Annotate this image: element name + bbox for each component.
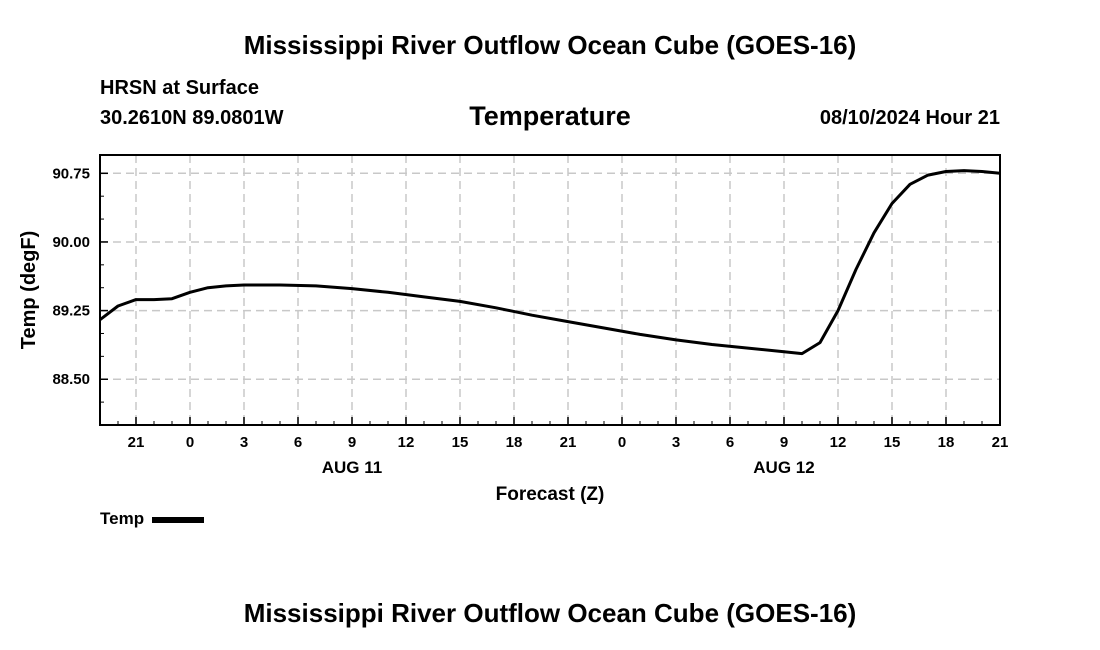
legend: Temp bbox=[100, 509, 205, 529]
y-tick-label: 90.00 bbox=[52, 234, 90, 251]
x-tick-label: 0 bbox=[186, 434, 194, 451]
plot-frame bbox=[99, 154, 1001, 426]
location-label: HRSN at Surface bbox=[100, 77, 259, 99]
chart-title: Temperature bbox=[469, 101, 631, 131]
y-axis-title: Temp (degF) bbox=[18, 231, 40, 350]
page-title-bottom: Mississippi River Outflow Ocean Cube (GO… bbox=[243, 598, 857, 628]
page-title: Mississippi River Outflow Ocean Cube (GO… bbox=[243, 30, 857, 60]
x-tick-label: 18 bbox=[506, 434, 523, 451]
x-tick-label: 9 bbox=[348, 434, 356, 451]
x-tick-label: 15 bbox=[452, 434, 469, 451]
x-tick-label: 21 bbox=[128, 434, 145, 451]
y-tick-label: 90.75 bbox=[52, 165, 90, 182]
temp-series-line bbox=[100, 169, 1000, 356]
x-date-label: AUG 12 bbox=[753, 458, 814, 477]
x-tick-label: 9 bbox=[780, 434, 788, 451]
y-tick-label: 88.50 bbox=[52, 371, 90, 388]
legend-line-swatch bbox=[152, 517, 205, 523]
x-tick-label: 21 bbox=[992, 434, 1009, 451]
x-tick-label: 0 bbox=[618, 434, 626, 451]
coordinates-label: 30.2610N 89.0801W bbox=[100, 107, 284, 129]
x-tick-label: 6 bbox=[726, 434, 734, 451]
x-tick-label: 15 bbox=[884, 434, 901, 451]
x-axis-title: Forecast (Z) bbox=[496, 484, 605, 505]
x-tick-label: 3 bbox=[672, 434, 680, 451]
x-tick-label: 6 bbox=[294, 434, 302, 451]
x-tick-label: 12 bbox=[830, 434, 847, 451]
x-tick-label: 21 bbox=[560, 434, 577, 451]
legend-label: Temp bbox=[100, 509, 145, 528]
x-tick-label: 3 bbox=[240, 434, 248, 451]
x-date-label: AUG 11 bbox=[322, 458, 382, 477]
x-tick-label: 18 bbox=[938, 434, 955, 451]
datetime-label: 08/10/2024 Hour 21 bbox=[819, 107, 1000, 129]
y-tick-label: 89.25 bbox=[52, 303, 90, 320]
x-tick-label: 12 bbox=[398, 434, 415, 451]
